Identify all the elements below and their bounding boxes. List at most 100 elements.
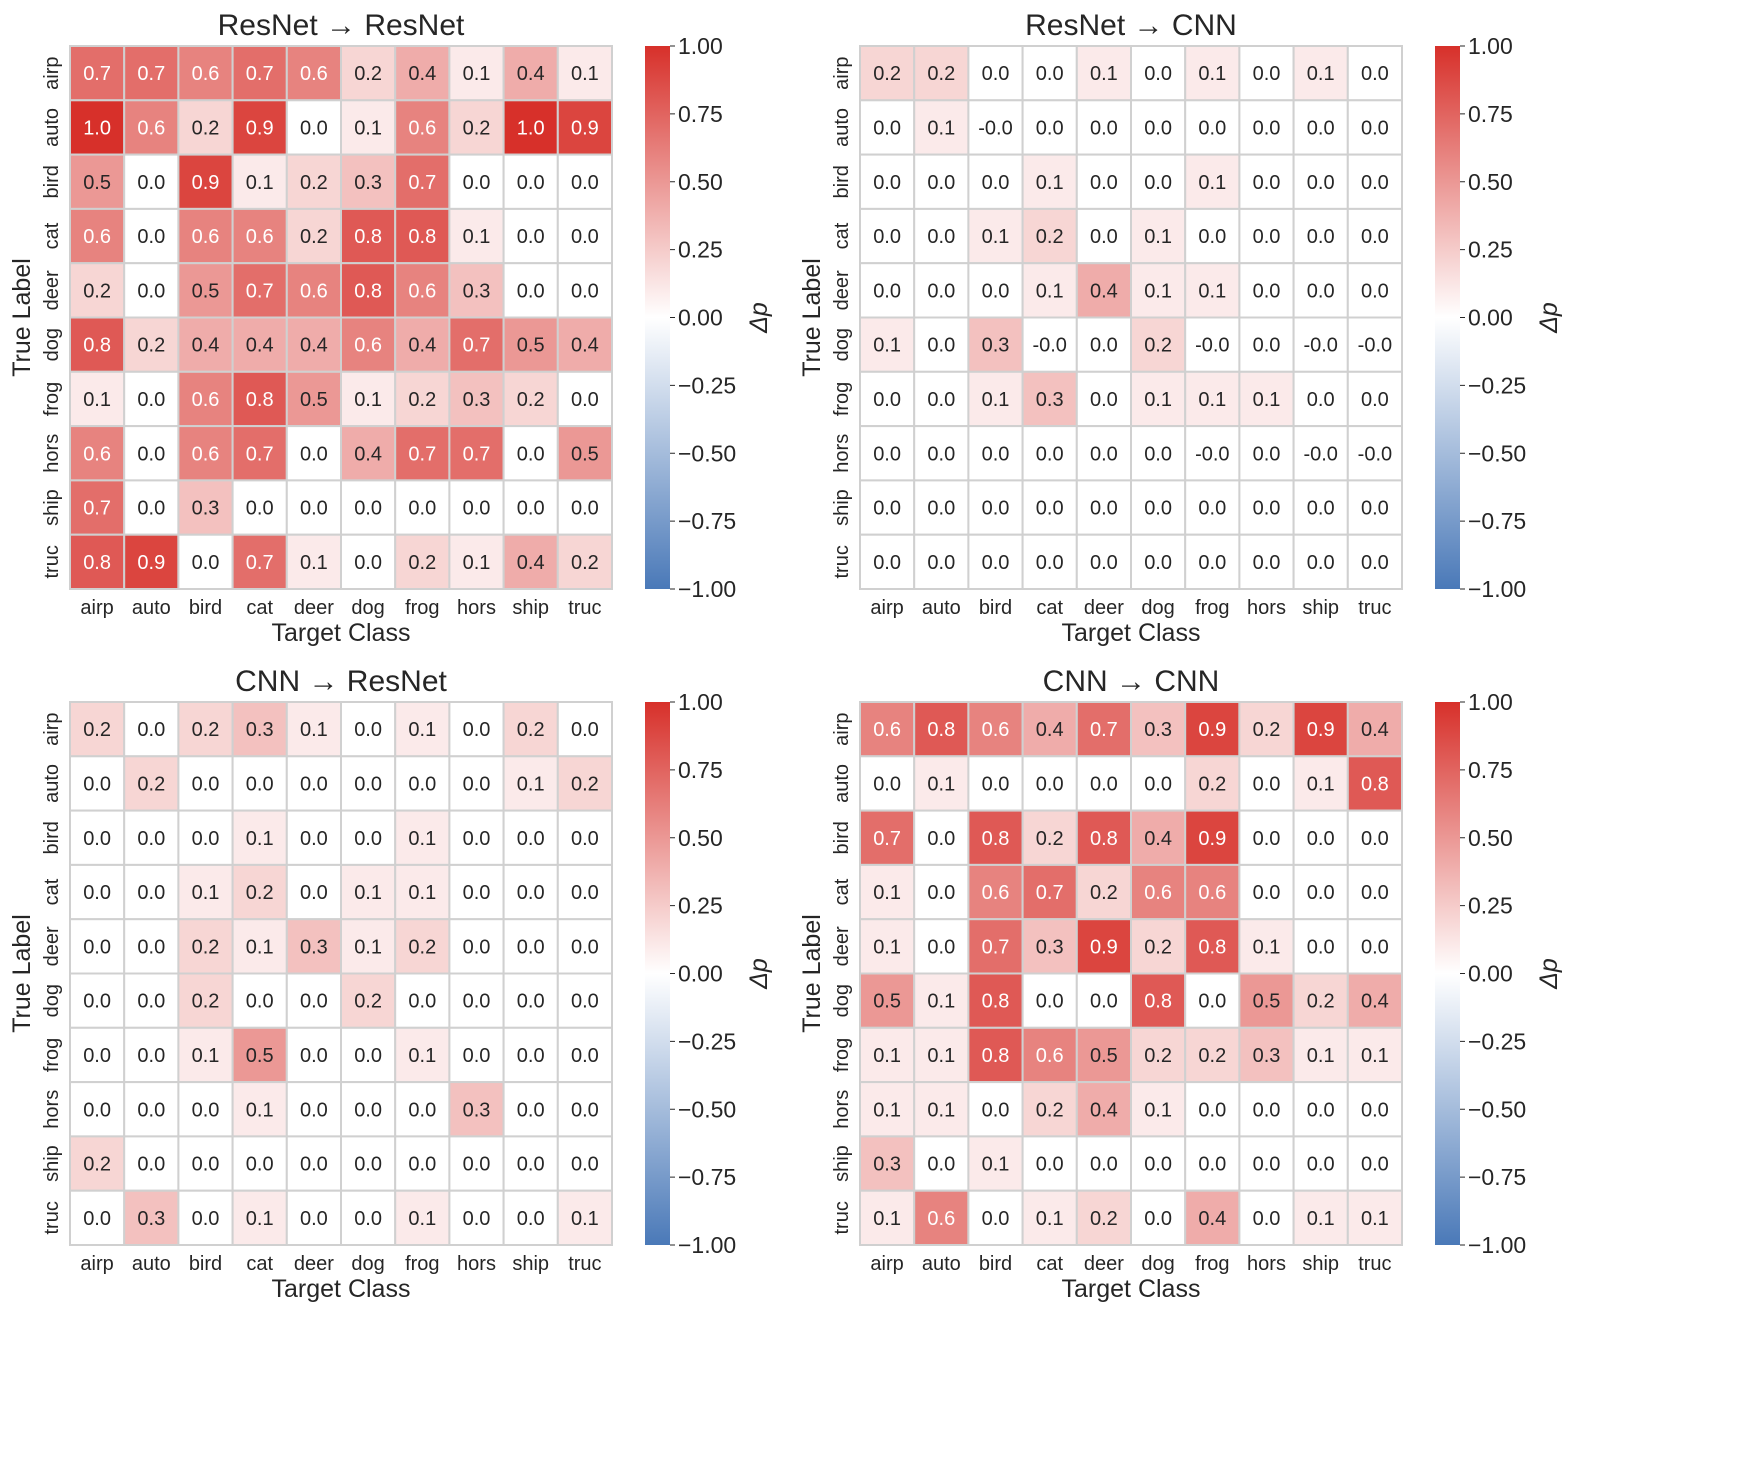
cell-value-label: 0.0	[1307, 828, 1335, 850]
cell-value-label: 0.2	[83, 280, 111, 302]
cell-value-label: 0.9	[246, 117, 274, 139]
heatmap-cell	[1075, 1081, 1133, 1138]
y-tick-label: hors	[41, 1090, 63, 1129]
x-tick-label: bird	[189, 1253, 222, 1275]
heatmap-cell	[502, 99, 559, 156]
colorbar-label: Δp	[1535, 958, 1563, 990]
colorbar	[1435, 702, 1460, 1245]
heatmap-cell	[1238, 755, 1295, 812]
x-tick-label: hors	[1247, 597, 1286, 619]
heatmap-cell	[394, 99, 451, 156]
heatmap-cell	[1346, 1135, 1404, 1192]
y-tick-label: cat	[831, 222, 853, 249]
cell-value-label: 0.0	[1090, 172, 1118, 194]
cell-value-label: 0.0	[300, 882, 328, 904]
cell-value-label: 0.0	[137, 443, 165, 465]
cell-value-label: 0.1	[1036, 172, 1064, 194]
cell-value-label: 0.2	[1090, 882, 1118, 904]
heatmap-cell	[1346, 533, 1404, 591]
colorbar-tick-label: −1.00	[1468, 1232, 1526, 1258]
y-axis-label: True Label	[798, 258, 826, 377]
cell-value-label: 0.0	[1307, 172, 1335, 194]
cell-value-label: 0.4	[1144, 828, 1172, 850]
cell-value-label: 0.1	[927, 117, 955, 139]
cell-value-label: 0.6	[83, 443, 111, 465]
y-tick-label: cat	[831, 878, 853, 905]
x-tick-label: cat	[1036, 597, 1063, 619]
cell-value-label: 0.8	[1361, 773, 1389, 795]
cell-value-label: 0.2	[192, 991, 220, 1013]
cell-value-label: 0.5	[192, 280, 220, 302]
heatmap-cell	[1292, 701, 1349, 758]
cell-value-label: 0.0	[1253, 1099, 1281, 1121]
cell-value-label: 0.7	[463, 443, 491, 465]
x-tick-label: airp	[80, 1253, 113, 1275]
heatmap-cell	[967, 972, 1024, 1029]
heatmap-cell	[340, 1189, 397, 1246]
cell-value-label: 0.0	[1361, 498, 1389, 520]
cell-value-label: 0.0	[571, 991, 599, 1013]
colorbar-tick-label: 1.00	[1468, 689, 1513, 715]
heatmap-cell	[967, 425, 1024, 482]
y-tick-label: dog	[41, 984, 63, 1017]
cell-value-label: 0.1	[1144, 1099, 1172, 1121]
cell-value-label: 0.0	[1361, 552, 1389, 574]
heatmap-cell	[1021, 755, 1078, 812]
cell-value-label: 0.0	[300, 828, 328, 850]
cell-value-label: 0.0	[982, 63, 1010, 85]
cell-value-label: 0.2	[408, 552, 436, 574]
cell-value-label: 0.1	[246, 172, 274, 194]
y-tick-label: truc	[41, 545, 63, 578]
cell-value-label: 0.4	[571, 335, 599, 357]
heatmap-cell	[1238, 863, 1295, 921]
cell-value-label: 0.0	[83, 773, 111, 795]
heatmap-cell	[913, 207, 970, 265]
heatmap-cell	[69, 370, 126, 428]
heatmap-cell	[231, 316, 288, 373]
cell-value-label: 0.2	[83, 719, 111, 741]
heatmap-cell	[1238, 1135, 1295, 1192]
cell-value-label: 0.9	[1090, 936, 1118, 958]
cell-value-label: 0.0	[137, 1099, 165, 1121]
cell-value-label: 0.0	[1253, 828, 1281, 850]
cell-value-label: 0.1	[1036, 280, 1064, 302]
cell-value-label: 0.1	[982, 226, 1010, 248]
x-tick-label: truc	[1358, 1253, 1391, 1275]
cell-value-label: 0.0	[463, 773, 491, 795]
cell-value-label: 0.4	[408, 63, 436, 85]
x-tick-label: dog	[351, 597, 384, 619]
y-axis-label: True Label	[8, 258, 36, 377]
cell-value-label: 0.0	[1253, 1154, 1281, 1176]
heatmap-cell	[1292, 918, 1349, 975]
colorbar-tick-label: 0.25	[678, 237, 723, 263]
cell-value-label: 0.1	[982, 1154, 1010, 1176]
cell-value-label: 0.2	[1090, 1208, 1118, 1230]
heatmap-cell	[1184, 701, 1241, 758]
y-axis-label: True Label	[798, 914, 826, 1033]
cell-value-label: 0.7	[873, 828, 901, 850]
heatmap-cell	[967, 262, 1024, 319]
heatmap-cell	[556, 153, 613, 210]
cell-value-label: 0.0	[300, 1154, 328, 1176]
x-tick-label: bird	[979, 597, 1012, 619]
cell-value-label: 0.0	[517, 498, 545, 520]
heatmap-cell	[556, 425, 613, 482]
cell-value-label: 0.1	[927, 773, 955, 795]
cell-value-label: 0.8	[1144, 991, 1172, 1013]
cell-value-label: 0.5	[517, 335, 545, 357]
cell-value-label: 0.0	[1361, 63, 1389, 85]
colorbar-tick-label: −0.50	[1468, 440, 1526, 466]
cell-value-label: 0.7	[463, 335, 491, 357]
cell-value-label: 0.0	[1361, 1099, 1389, 1121]
cell-value-label: 0.0	[408, 773, 436, 795]
heatmap-cell	[1130, 425, 1187, 482]
cell-value-label: 0.1	[192, 1045, 220, 1067]
heatmap-cell	[1130, 262, 1187, 319]
cell-value-label: 0.0	[246, 991, 274, 1013]
cell-value-label: 0.0	[1036, 773, 1064, 795]
cell-value-label: 0.0	[192, 1208, 220, 1230]
colorbar-tick-label: 0.50	[678, 169, 723, 195]
heatmap-cell	[448, 479, 505, 536]
heatmap-cell	[1238, 1189, 1295, 1246]
